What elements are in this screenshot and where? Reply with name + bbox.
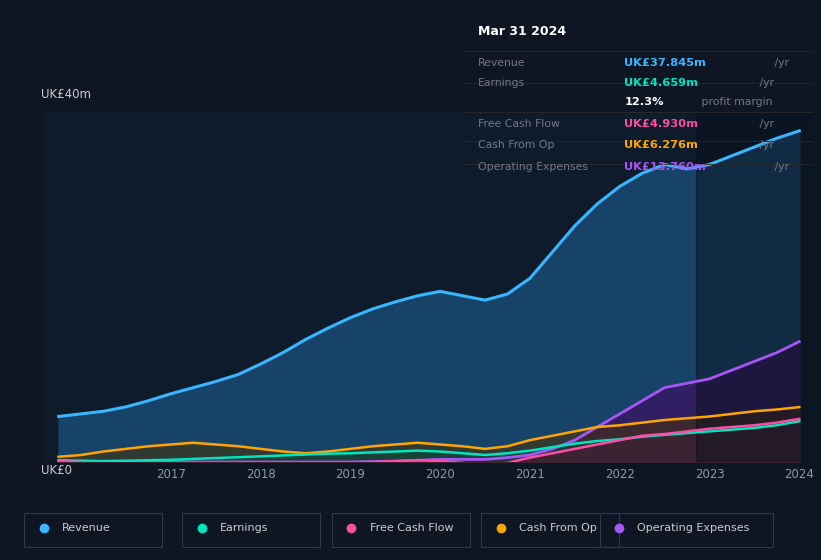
Text: Operating Expenses: Operating Expenses <box>637 523 750 533</box>
Text: /yr: /yr <box>756 119 774 129</box>
Text: Revenue: Revenue <box>62 523 111 533</box>
Text: UK£37.845m: UK£37.845m <box>624 58 706 68</box>
Text: /yr: /yr <box>771 58 789 68</box>
Text: /yr: /yr <box>756 140 774 150</box>
Text: 12.3%: 12.3% <box>624 97 664 107</box>
Text: /yr: /yr <box>771 162 789 172</box>
Text: Revenue: Revenue <box>478 58 525 68</box>
Text: /yr: /yr <box>756 78 774 88</box>
Text: profit margin: profit margin <box>698 97 772 107</box>
Text: Operating Expenses: Operating Expenses <box>478 162 588 172</box>
Text: UK£13.760m: UK£13.760m <box>624 162 706 172</box>
Text: Cash From Op: Cash From Op <box>519 523 597 533</box>
Text: UK£6.276m: UK£6.276m <box>624 140 698 150</box>
Text: Mar 31 2024: Mar 31 2024 <box>478 25 566 38</box>
Text: Free Cash Flow: Free Cash Flow <box>369 523 453 533</box>
Text: Cash From Op: Cash From Op <box>478 140 554 150</box>
Text: Earnings: Earnings <box>478 78 525 88</box>
Text: UK£4.659m: UK£4.659m <box>624 78 699 88</box>
Text: Free Cash Flow: Free Cash Flow <box>478 119 560 129</box>
Text: UK£4.930m: UK£4.930m <box>624 119 699 129</box>
Text: UK£0: UK£0 <box>41 464 72 477</box>
Bar <box>696 112 813 462</box>
Text: UK£40m: UK£40m <box>41 88 91 101</box>
Text: Earnings: Earnings <box>220 523 268 533</box>
